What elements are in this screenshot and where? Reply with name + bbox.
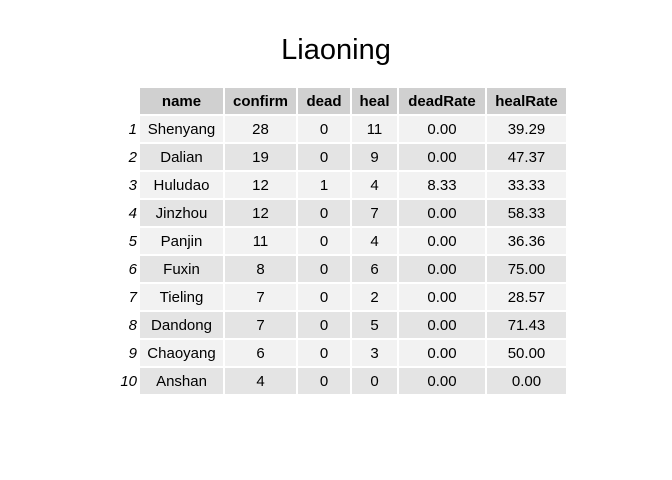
table-row: 8 Dandong 7 0 5 0.00 71.43 [114, 312, 566, 338]
cell-healrate: 39.29 [487, 116, 566, 142]
cell-heal: 2 [352, 284, 397, 310]
table-row: 4 Jinzhou 12 0 7 0.00 58.33 [114, 200, 566, 226]
cell-dead: 0 [298, 284, 350, 310]
cell-name: Chaoyang [140, 340, 223, 366]
cell-name: Fuxin [140, 256, 223, 282]
table-row: 1 Shenyang 28 0 11 0.00 39.29 [114, 116, 566, 142]
cell-name: Dandong [140, 312, 223, 338]
column-header-confirm: confirm [225, 88, 296, 114]
cell-healrate: 33.33 [487, 172, 566, 198]
row-number: 1 [128, 120, 137, 138]
table-row: 3 Huludao 12 1 4 8.33 33.33 [114, 172, 566, 198]
cell-confirm: 19 [225, 144, 296, 170]
table-row: 9 Chaoyang 6 0 3 0.00 50.00 [114, 340, 566, 366]
cell-dead: 0 [298, 312, 350, 338]
cell-confirm: 7 [225, 312, 296, 338]
cell-deadrate: 0.00 [399, 144, 485, 170]
column-header-healrate: healRate [487, 88, 566, 114]
row-number: 8 [128, 316, 137, 334]
cell-deadrate: 0.00 [399, 368, 485, 394]
cell-dead: 0 [298, 340, 350, 366]
cell-heal: 5 [352, 312, 397, 338]
cell-dead: 1 [298, 172, 350, 198]
column-header-deadrate: deadRate [399, 88, 485, 114]
column-header-name: name [140, 88, 223, 114]
cell-name: Anshan [140, 368, 223, 394]
cell-confirm: 28 [225, 116, 296, 142]
row-number: 5 [128, 232, 137, 250]
cell-heal: 3 [352, 340, 397, 366]
cell-name: Dalian [140, 144, 223, 170]
cell-deadrate: 0.00 [399, 256, 485, 282]
table-row: 2 Dalian 19 0 9 0.00 47.37 [114, 144, 566, 170]
cell-deadrate: 0.00 [399, 284, 485, 310]
row-number: 2 [128, 148, 137, 166]
cell-confirm: 8 [225, 256, 296, 282]
cell-dead: 0 [298, 116, 350, 142]
cell-deadrate: 0.00 [399, 340, 485, 366]
cell-heal: 4 [352, 228, 397, 254]
header-row: name confirm dead heal deadRate healRate [114, 88, 566, 114]
cell-name: Tieling [140, 284, 223, 310]
cell-name: Panjin [140, 228, 223, 254]
row-number: 4 [128, 204, 137, 222]
cell-healrate: 50.00 [487, 340, 566, 366]
table-row: 5 Panjin 11 0 4 0.00 36.36 [114, 228, 566, 254]
cell-deadrate: 0.00 [399, 312, 485, 338]
cell-confirm: 12 [225, 200, 296, 226]
cell-heal: 4 [352, 172, 397, 198]
cell-healrate: 47.37 [487, 144, 566, 170]
cell-confirm: 7 [225, 284, 296, 310]
cell-deadrate: 0.00 [399, 200, 485, 226]
row-number: 9 [128, 344, 137, 362]
cell-healrate: 58.33 [487, 200, 566, 226]
cell-dead: 0 [298, 228, 350, 254]
cell-heal: 9 [352, 144, 397, 170]
cell-heal: 6 [352, 256, 397, 282]
cell-heal: 7 [352, 200, 397, 226]
column-header-dead: dead [298, 88, 350, 114]
chart-title: Liaoning [281, 34, 391, 66]
cell-heal: 11 [352, 116, 397, 142]
cell-heal: 0 [352, 368, 397, 394]
cell-healrate: 0.00 [487, 368, 566, 394]
cell-deadrate: 0.00 [399, 116, 485, 142]
cell-confirm: 6 [225, 340, 296, 366]
cell-dead: 0 [298, 200, 350, 226]
table-row: 7 Tieling 7 0 2 0.00 28.57 [114, 284, 566, 310]
cell-healrate: 28.57 [487, 284, 566, 310]
table-row: 6 Fuxin 8 0 6 0.00 75.00 [114, 256, 566, 282]
cell-dead: 0 [298, 368, 350, 394]
cell-confirm: 11 [225, 228, 296, 254]
corner-cell [114, 88, 138, 114]
cell-confirm: 12 [225, 172, 296, 198]
cell-name: Huludao [140, 172, 223, 198]
cell-dead: 0 [298, 256, 350, 282]
cell-deadrate: 0.00 [399, 228, 485, 254]
cell-healrate: 36.36 [487, 228, 566, 254]
data-table: name confirm dead heal deadRate healRate… [112, 86, 568, 396]
row-number: 6 [128, 260, 137, 278]
cell-confirm: 4 [225, 368, 296, 394]
cell-healrate: 71.43 [487, 312, 566, 338]
cell-deadrate: 8.33 [399, 172, 485, 198]
cell-healrate: 75.00 [487, 256, 566, 282]
row-number: 10 [120, 372, 137, 390]
table-body: 1 Shenyang 28 0 11 0.00 39.29 2 Dalian 19 0 9 0.00 47… [114, 116, 566, 394]
cell-name: Shenyang [140, 116, 223, 142]
cell-dead: 0 [298, 144, 350, 170]
column-header-heal: heal [352, 88, 397, 114]
table-row: 10 Anshan 4 0 0 0.00 0.00 [114, 368, 566, 394]
row-number: 3 [128, 176, 137, 194]
cell-name: Jinzhou [140, 200, 223, 226]
row-number: 7 [128, 288, 137, 306]
